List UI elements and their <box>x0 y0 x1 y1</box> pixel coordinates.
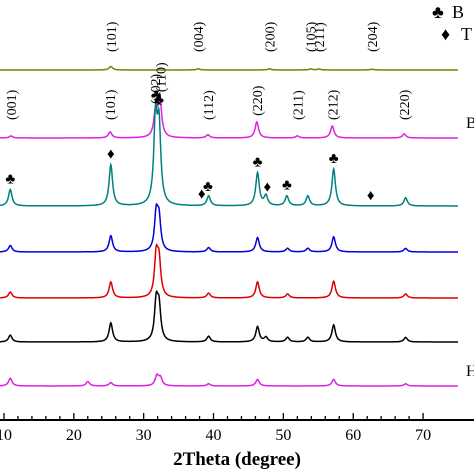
x-ticks: 10 20 30 40 50 60 70 <box>0 413 431 444</box>
hkl-label: (101) <box>104 89 119 120</box>
hkl-label: (220) <box>251 85 266 116</box>
x-tick-label: 30 <box>136 427 152 444</box>
hkl-label: (102) <box>149 73 164 104</box>
phase-marker: ♣ <box>253 154 263 170</box>
phase-marker: ♦ <box>107 147 115 163</box>
hkl-label: (101) <box>105 21 120 52</box>
x-tick-label: 40 <box>206 427 222 444</box>
curve-label: H- <box>466 363 474 380</box>
legend-symbol: ♦ <box>441 24 450 44</box>
x-tick-label: 50 <box>275 427 291 444</box>
hkl-label: (110) <box>154 62 169 92</box>
x-tick-label: 20 <box>66 427 82 444</box>
phase-marker: ♣ <box>329 151 339 167</box>
legend-symbol: ♣ <box>432 2 444 22</box>
phase-marker: ♣ <box>5 172 15 188</box>
legend-label: B <box>452 2 464 22</box>
hkl-label: (004) <box>192 21 207 52</box>
phase-marker: ♣ <box>151 87 161 103</box>
hkl-label: (212) <box>326 89 341 120</box>
xrd-pattern-line <box>0 289 458 343</box>
hkl-label: (105) <box>305 21 320 52</box>
x-tick-label: 70 <box>415 427 431 444</box>
phase-marker: ♦ <box>198 187 206 203</box>
phase-marker: ♣ <box>203 179 213 195</box>
hkl-label: (200) <box>263 21 278 52</box>
x-axis-label: 2Theta (degree) <box>173 449 301 470</box>
legend: ♣ B♦ T <box>432 2 472 44</box>
series-layer <box>0 65 458 387</box>
xrd-pattern-line <box>0 202 458 253</box>
curve-label: B <box>466 115 474 132</box>
phase-marker: ♣ <box>154 92 164 108</box>
hkl-label: (204) <box>366 21 381 52</box>
xrd-pattern-line <box>0 243 458 299</box>
annotation-layer: (101) (004) (200) (105)(211) (204)B(001) (101… <box>5 21 474 380</box>
phase-marker: ♦ <box>367 188 375 204</box>
xrd-pattern-line <box>0 65 458 71</box>
hkl-label: (220) <box>398 89 413 120</box>
x-tick-label: 10 <box>0 427 12 444</box>
xrd-pattern-line <box>0 373 458 387</box>
legend-label: T <box>461 24 472 44</box>
chart-axes: 10 20 30 40 50 60 70 2Theta (degree) <box>0 413 474 470</box>
xrd-pattern-line <box>0 100 458 207</box>
hkl-label: (001) <box>5 89 20 120</box>
xrd-pattern-line <box>0 91 458 139</box>
phase-marker: ♣ <box>282 178 292 194</box>
phase-marker: ♦ <box>263 179 271 195</box>
hkl-label: (112) <box>202 90 217 120</box>
hkl-label: (211) <box>291 90 306 120</box>
x-tick-label: 60 <box>345 427 361 444</box>
hkl-label: (211) <box>313 22 328 52</box>
